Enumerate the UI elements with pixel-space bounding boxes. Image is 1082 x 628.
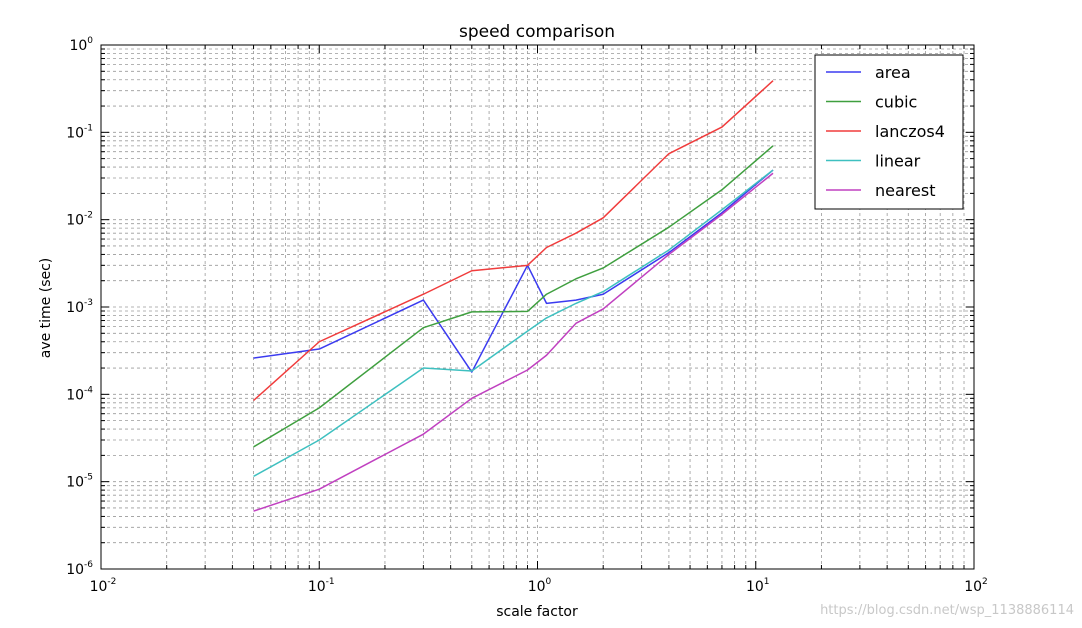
y-axis-label: ave time (sec) [38,258,54,359]
legend-label-cubic: cubic [875,93,917,112]
y-tick-labels: 10-6 10-5 10-4 10-3 10-2 10-1 100 [66,36,93,578]
series-line-cubic [253,145,774,448]
x-tick-label: 10-2 [90,577,117,595]
series-line-linear [253,169,774,478]
x-tick-label: 102 [964,577,988,595]
x-tick-label: 10-1 [308,577,335,595]
y-tick-label: 100 [69,36,93,54]
legend: area cubic lanczos4 linear nearest [814,54,964,210]
tick-marks [100,45,974,570]
x-tick-labels: 10-2 10-1 100 101 102 [90,577,988,595]
y-tick-label: 10-6 [66,560,93,578]
legend-label-area: area [875,63,911,82]
plot-frame [100,44,975,570]
chart-title: speed comparison [459,22,615,42]
series-line-area [253,169,774,373]
legend-label-linear: linear [875,152,921,171]
legend-label-lanczos4: lanczos4 [875,122,945,141]
x-tick-label: 100 [528,577,552,595]
y-tick-label: 10-5 [66,473,93,491]
series-line-lanczos4 [253,80,774,402]
x-tick-label: 101 [746,577,770,595]
watermark: https://blog.csdn.net/wsp_1138886114 [820,603,1074,618]
series-lines [253,80,774,512]
y-tick-label: 10-1 [66,123,93,141]
x-axis-label: scale factor [496,604,578,620]
series-line-nearest [253,172,774,512]
y-tick-label: 10-2 [66,211,93,229]
y-tick-label: 10-4 [66,385,93,403]
y-tick-label: 10-3 [66,298,93,316]
legend-label-nearest: nearest [875,181,935,200]
legend-box [814,54,964,210]
